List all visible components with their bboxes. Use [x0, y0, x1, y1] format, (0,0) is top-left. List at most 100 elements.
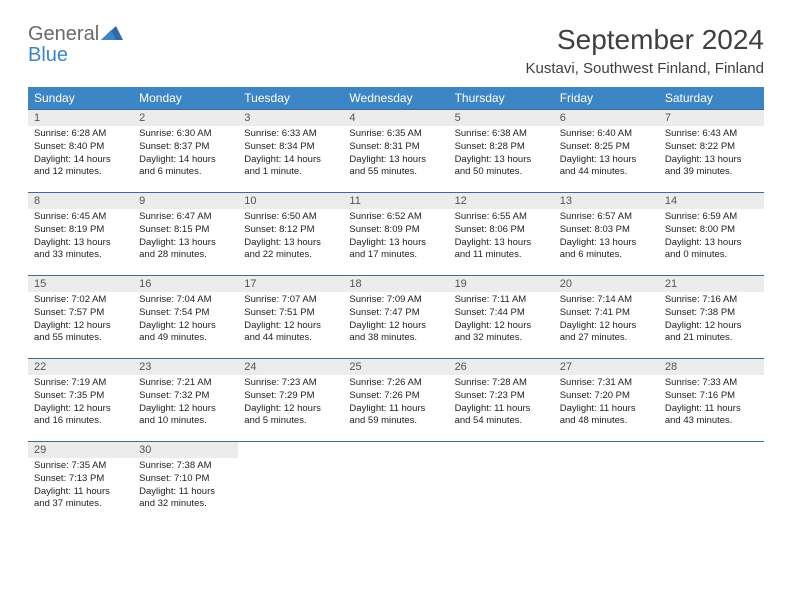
sunset-line: Sunset: 7:51 PM [244, 307, 337, 320]
sunrise-line: Sunrise: 7:23 AM [244, 377, 337, 390]
day-details: Sunrise: 7:33 AMSunset: 7:16 PMDaylight:… [659, 375, 764, 432]
daylight-line: Daylight: 11 hours and 59 minutes. [349, 403, 442, 429]
weekday-header-row: SundayMondayTuesdayWednesdayThursdayFrid… [28, 87, 764, 110]
daylight-line: Daylight: 13 hours and 33 minutes. [34, 237, 127, 263]
sunrise-line: Sunrise: 7:02 AM [34, 294, 127, 307]
weekday-header: Sunday [28, 87, 133, 110]
calendar-day-cell: 14Sunrise: 6:59 AMSunset: 8:00 PMDayligh… [659, 193, 764, 276]
daylight-line: Daylight: 13 hours and 11 minutes. [455, 237, 548, 263]
day-number: 8 [28, 193, 133, 209]
day-number: 22 [28, 359, 133, 375]
sunrise-line: Sunrise: 7:16 AM [665, 294, 758, 307]
weekday-header: Saturday [659, 87, 764, 110]
sunrise-line: Sunrise: 7:38 AM [139, 460, 232, 473]
calendar-day-cell: 20Sunrise: 7:14 AMSunset: 7:41 PMDayligh… [554, 276, 659, 359]
sunrise-line: Sunrise: 6:40 AM [560, 128, 653, 141]
calendar-day-cell: 29Sunrise: 7:35 AMSunset: 7:13 PMDayligh… [28, 442, 133, 525]
sunset-line: Sunset: 8:28 PM [455, 141, 548, 154]
day-details: Sunrise: 7:38 AMSunset: 7:10 PMDaylight:… [133, 458, 238, 515]
sunset-line: Sunset: 8:03 PM [560, 224, 653, 237]
daylight-line: Daylight: 12 hours and 49 minutes. [139, 320, 232, 346]
daylight-line: Daylight: 13 hours and 50 minutes. [455, 154, 548, 180]
sunset-line: Sunset: 8:22 PM [665, 141, 758, 154]
calendar-day-cell: 10Sunrise: 6:50 AMSunset: 8:12 PMDayligh… [238, 193, 343, 276]
daylight-line: Daylight: 12 hours and 38 minutes. [349, 320, 442, 346]
calendar-day-cell: 21Sunrise: 7:16 AMSunset: 7:38 PMDayligh… [659, 276, 764, 359]
calendar-day-cell: .. [449, 442, 554, 525]
sunrise-line: Sunrise: 6:47 AM [139, 211, 232, 224]
day-number: 16 [133, 276, 238, 292]
sunrise-line: Sunrise: 6:52 AM [349, 211, 442, 224]
sunset-line: Sunset: 8:00 PM [665, 224, 758, 237]
day-number: 23 [133, 359, 238, 375]
calendar-day-cell: 19Sunrise: 7:11 AMSunset: 7:44 PMDayligh… [449, 276, 554, 359]
day-details: Sunrise: 6:33 AMSunset: 8:34 PMDaylight:… [238, 126, 343, 183]
sunrise-line: Sunrise: 7:33 AM [665, 377, 758, 390]
logo-triangle-icon [101, 27, 123, 44]
calendar-day-cell: 6Sunrise: 6:40 AMSunset: 8:25 PMDaylight… [554, 110, 659, 193]
sunset-line: Sunset: 8:37 PM [139, 141, 232, 154]
brand-logo: General Blue [28, 24, 123, 66]
day-number: 30 [133, 442, 238, 458]
sunset-line: Sunset: 8:12 PM [244, 224, 337, 237]
calendar-day-cell: 1Sunrise: 6:28 AMSunset: 8:40 PMDaylight… [28, 110, 133, 193]
calendar-week-row: 8Sunrise: 6:45 AMSunset: 8:19 PMDaylight… [28, 193, 764, 276]
calendar-week-row: 1Sunrise: 6:28 AMSunset: 8:40 PMDaylight… [28, 110, 764, 193]
sunset-line: Sunset: 8:09 PM [349, 224, 442, 237]
sunset-line: Sunset: 8:15 PM [139, 224, 232, 237]
calendar-day-cell: 28Sunrise: 7:33 AMSunset: 7:16 PMDayligh… [659, 359, 764, 442]
daylight-line: Daylight: 11 hours and 48 minutes. [560, 403, 653, 429]
calendar-day-cell: 12Sunrise: 6:55 AMSunset: 8:06 PMDayligh… [449, 193, 554, 276]
day-details: Sunrise: 7:02 AMSunset: 7:57 PMDaylight:… [28, 292, 133, 349]
sunrise-line: Sunrise: 7:35 AM [34, 460, 127, 473]
day-number: 9 [133, 193, 238, 209]
sunrise-line: Sunrise: 7:14 AM [560, 294, 653, 307]
sunrise-line: Sunrise: 6:43 AM [665, 128, 758, 141]
day-details: Sunrise: 6:40 AMSunset: 8:25 PMDaylight:… [554, 126, 659, 183]
day-number: 5 [449, 110, 554, 126]
day-details: Sunrise: 7:09 AMSunset: 7:47 PMDaylight:… [343, 292, 448, 349]
sunset-line: Sunset: 7:32 PM [139, 390, 232, 403]
sunset-line: Sunset: 7:35 PM [34, 390, 127, 403]
daylight-line: Daylight: 11 hours and 43 minutes. [665, 403, 758, 429]
calendar-day-cell: 16Sunrise: 7:04 AMSunset: 7:54 PMDayligh… [133, 276, 238, 359]
day-details: Sunrise: 6:28 AMSunset: 8:40 PMDaylight:… [28, 126, 133, 183]
calendar-day-cell: 22Sunrise: 7:19 AMSunset: 7:35 PMDayligh… [28, 359, 133, 442]
day-details: Sunrise: 7:11 AMSunset: 7:44 PMDaylight:… [449, 292, 554, 349]
calendar-day-cell: .. [659, 442, 764, 525]
sunrise-line: Sunrise: 6:55 AM [455, 211, 548, 224]
day-details: Sunrise: 7:28 AMSunset: 7:23 PMDaylight:… [449, 375, 554, 432]
day-details: Sunrise: 7:14 AMSunset: 7:41 PMDaylight:… [554, 292, 659, 349]
day-details: Sunrise: 6:50 AMSunset: 8:12 PMDaylight:… [238, 209, 343, 266]
calendar-day-cell: .. [554, 442, 659, 525]
calendar-day-cell: 17Sunrise: 7:07 AMSunset: 7:51 PMDayligh… [238, 276, 343, 359]
calendar-day-cell: 4Sunrise: 6:35 AMSunset: 8:31 PMDaylight… [343, 110, 448, 193]
daylight-line: Daylight: 13 hours and 44 minutes. [560, 154, 653, 180]
day-details: Sunrise: 6:30 AMSunset: 8:37 PMDaylight:… [133, 126, 238, 183]
sunset-line: Sunset: 7:47 PM [349, 307, 442, 320]
calendar-week-row: 22Sunrise: 7:19 AMSunset: 7:35 PMDayligh… [28, 359, 764, 442]
sunrise-line: Sunrise: 6:30 AM [139, 128, 232, 141]
calendar-day-cell: 27Sunrise: 7:31 AMSunset: 7:20 PMDayligh… [554, 359, 659, 442]
brand-part1: General [28, 23, 99, 45]
calendar-day-cell: .. [238, 442, 343, 525]
sunset-line: Sunset: 7:38 PM [665, 307, 758, 320]
daylight-line: Daylight: 12 hours and 55 minutes. [34, 320, 127, 346]
day-number: 2 [133, 110, 238, 126]
day-details: Sunrise: 7:31 AMSunset: 7:20 PMDaylight:… [554, 375, 659, 432]
sunset-line: Sunset: 7:57 PM [34, 307, 127, 320]
day-number: 15 [28, 276, 133, 292]
sunrise-line: Sunrise: 7:04 AM [139, 294, 232, 307]
sunrise-line: Sunrise: 7:19 AM [34, 377, 127, 390]
day-details: Sunrise: 6:59 AMSunset: 8:00 PMDaylight:… [659, 209, 764, 266]
weekday-header: Friday [554, 87, 659, 110]
weekday-header: Tuesday [238, 87, 343, 110]
sunset-line: Sunset: 8:31 PM [349, 141, 442, 154]
day-details: Sunrise: 6:57 AMSunset: 8:03 PMDaylight:… [554, 209, 659, 266]
day-number: 29 [28, 442, 133, 458]
daylight-line: Daylight: 12 hours and 32 minutes. [455, 320, 548, 346]
sunset-line: Sunset: 8:25 PM [560, 141, 653, 154]
daylight-line: Daylight: 13 hours and 22 minutes. [244, 237, 337, 263]
daylight-line: Daylight: 12 hours and 21 minutes. [665, 320, 758, 346]
day-details: Sunrise: 7:19 AMSunset: 7:35 PMDaylight:… [28, 375, 133, 432]
